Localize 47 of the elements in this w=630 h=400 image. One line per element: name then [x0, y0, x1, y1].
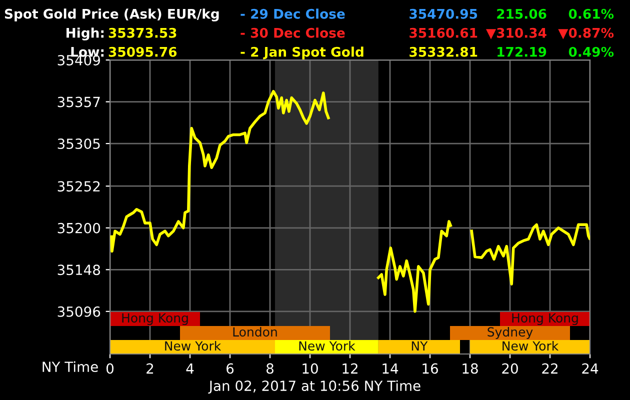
text: 35160.61 — [410, 28, 478, 38]
text: 35332.81 — [410, 46, 478, 57]
text: Low: — [71, 47, 104, 57]
chart-title: Spot Gold Price (Ask) EUR/kg — [4, 8, 219, 22]
band-label: London — [233, 326, 277, 337]
x-tick-label: 18 — [462, 363, 478, 374]
text: High: — [66, 28, 104, 40]
x-tick-label: 2 — [146, 363, 154, 374]
x-tick-label: 16 — [422, 363, 438, 374]
x-tick-label: 24 — [582, 363, 598, 374]
x-tick-label: 14 — [382, 363, 398, 374]
text: ▼0.87% — [558, 28, 614, 40]
band-label: NY — [412, 341, 428, 350]
x-tick-label: 8 — [266, 363, 274, 374]
y-tick-label: 35200 — [58, 222, 100, 234]
x-tick-label: 4 — [186, 363, 194, 374]
text: 0.61% — [568, 8, 614, 19]
x-axis-title: NY Time — [42, 361, 98, 372]
y-tick-label: 35148 — [58, 264, 100, 276]
text: 35373.53 — [108, 28, 176, 38]
band-label: Sydney — [488, 326, 533, 340]
x-tick-label: 12 — [342, 363, 358, 374]
x-tick-label: 22 — [542, 363, 558, 374]
band-label: Hong Kong — [512, 313, 578, 326]
x-tick-label: 0 — [106, 363, 114, 374]
y-tick-label: 35096 — [58, 306, 100, 317]
band-label: New York — [165, 340, 222, 351]
band-label: New York — [299, 340, 356, 351]
text: 215.06 — [497, 8, 546, 19]
x-tick-label: 6 — [226, 363, 234, 374]
text: 35095.76 — [108, 46, 177, 57]
y-tick-label: 35305 — [58, 138, 100, 150]
text: 35470.95 — [410, 8, 478, 19]
band-label: New York — [502, 340, 559, 351]
x-tick-label: 10 — [302, 363, 318, 374]
text: - 2 Jan Spot Gold — [240, 46, 364, 60]
y-tick-label: 35409 — [58, 54, 100, 66]
text: 0.49% — [568, 46, 614, 57]
text: ▼310.34 — [486, 28, 546, 40]
band-label: Hong Kong — [122, 313, 188, 326]
text: - 30 Dec Close — [240, 28, 345, 38]
x-tick-label: 20 — [502, 363, 518, 374]
text: 172.19 — [498, 46, 546, 57]
y-tick-label: 35357 — [58, 96, 100, 108]
y-tick-label: 35252 — [58, 181, 100, 192]
text: - 29 Dec Close — [240, 8, 345, 19]
text: Jan 02, 2017 at 10:56 NY Time — [208, 380, 420, 394]
